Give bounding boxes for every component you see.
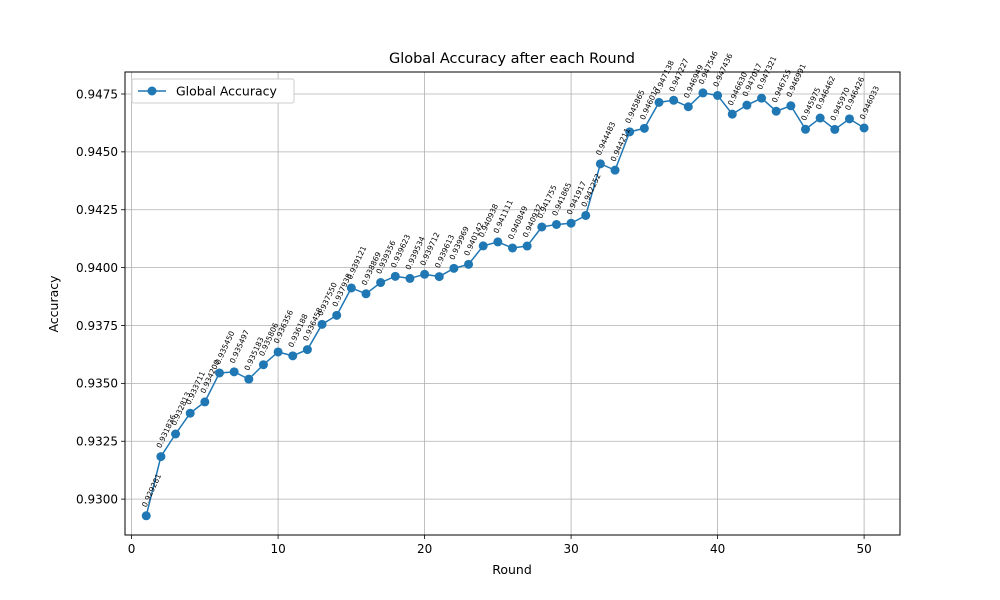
data-point [258,360,268,370]
data-point [478,241,488,251]
data-point [551,219,561,229]
data-point [757,93,767,103]
data-point [844,114,854,124]
x-tick-label: 50 [856,542,871,556]
plot-area-frame [124,71,901,536]
data-point [376,278,386,288]
data-point [214,368,224,378]
y-tick-label: 0.9375 [76,319,118,333]
data-point [683,102,693,112]
data-point [156,452,166,462]
data-point [742,100,752,110]
y-tick-label: 0.9475 [76,87,118,101]
data-point [302,345,312,355]
data-point [493,237,503,247]
data-point [361,289,371,299]
data-point [405,273,415,283]
data-point [610,165,620,175]
data-point [244,374,254,384]
data-point [508,243,517,253]
chart-title: Global Accuracy after each Round [389,51,635,67]
legend-marker [147,86,157,96]
data-point [171,429,181,439]
data-point [771,106,781,116]
data-point [537,222,547,232]
data-point [420,269,430,279]
data-point [273,347,283,357]
y-tick-label: 0.9425 [76,203,118,217]
data-point [815,113,825,123]
data-point [727,109,737,119]
y-tick-label: 0.9450 [76,145,118,159]
data-point [464,259,474,269]
data-point [698,88,708,98]
data-point [288,351,298,361]
x-tick-label: 20 [417,542,432,556]
data-point [185,408,195,418]
data-point [449,263,459,273]
data-point [200,397,210,407]
data-point [713,90,723,100]
data-point [830,124,840,134]
x-axis-label: Round [492,562,532,577]
data-point [522,241,532,251]
data-point [317,319,327,329]
y-tick-label: 0.9300 [76,492,118,506]
data-point [595,159,605,169]
x-tick-label: 0 [128,542,136,556]
data-point [141,511,151,521]
legend-box [131,78,295,104]
data-point [581,210,591,220]
legend: Global Accuracy [131,78,295,104]
y-axis-label: Accuracy [46,275,61,333]
data-point [332,310,342,320]
axis-ticks: 0 10 20 30 40 50 0.9300 0.9325 0.9350 0.9375 0.940… [76,87,872,556]
data-point [639,123,649,133]
data-point [566,218,576,228]
data-point [786,101,796,111]
data-point [434,272,444,282]
x-tick-label: 10 [270,542,285,556]
grid-lines [125,72,900,535]
data-point [654,97,664,107]
x-tick-label: 30 [563,542,578,556]
data-point [669,95,679,105]
legend-label: Global Accuracy [176,84,278,99]
data-series [141,88,869,521]
data-point [859,123,869,133]
y-tick-label: 0.9325 [76,435,118,449]
data-point [229,367,239,377]
data-point [346,283,356,293]
y-tick-label: 0.9350 [76,377,118,391]
x-tick-label: 40 [710,542,725,556]
data-point [801,124,811,134]
data-point [625,127,635,137]
y-tick-label: 0.9400 [76,261,118,275]
data-point [390,271,400,281]
